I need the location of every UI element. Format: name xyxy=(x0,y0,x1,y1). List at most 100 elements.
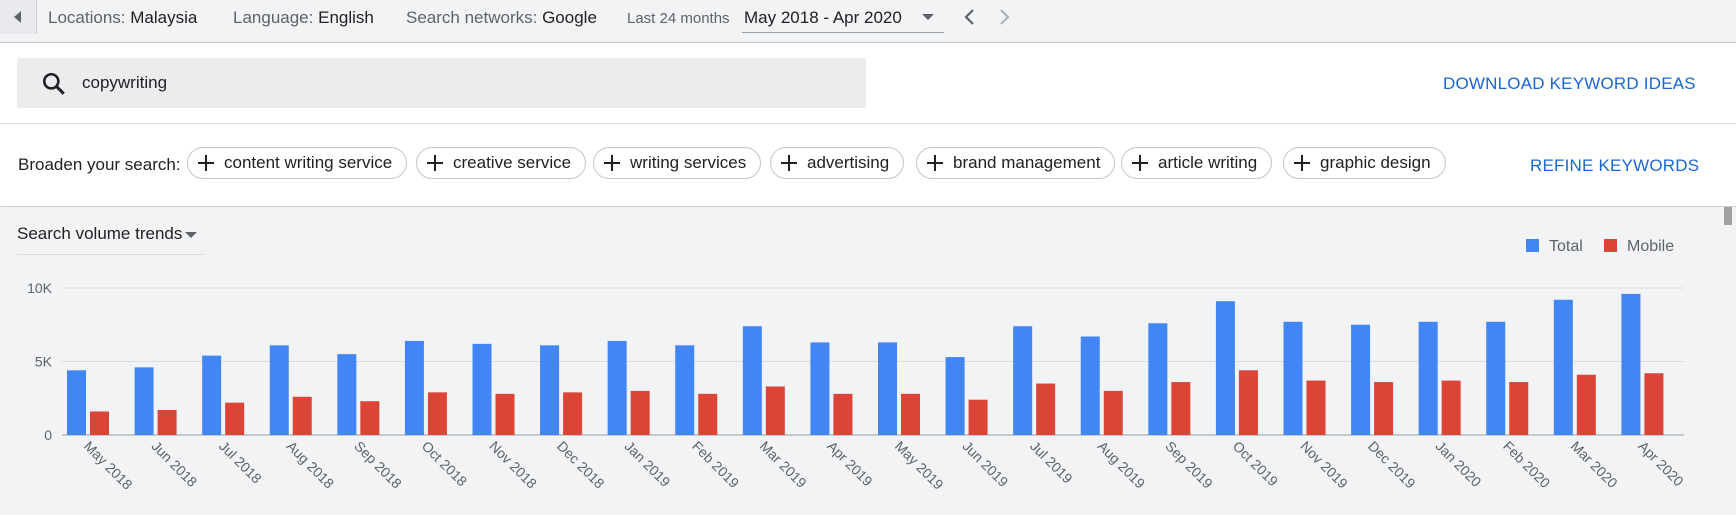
bar-mobile xyxy=(1171,382,1191,435)
chip-article-writing[interactable]: article writing xyxy=(1121,147,1273,179)
trend-type-select[interactable]: Search volume trends xyxy=(17,224,205,255)
caret-down-icon xyxy=(185,232,197,238)
filter-bar: Locations: Malaysia Language: English Se… xyxy=(0,0,1736,43)
networks-filter[interactable]: Search networks: Google xyxy=(406,8,597,28)
bar-total xyxy=(607,340,627,435)
plus-icon xyxy=(1294,155,1310,171)
bar-mobile xyxy=(292,396,312,435)
bar-total xyxy=(202,355,222,435)
plus-icon xyxy=(427,155,443,171)
bar-mobile xyxy=(1441,380,1461,435)
x-tick-label: Nov 2019 xyxy=(1297,438,1351,492)
legend-label: Total xyxy=(1549,238,1583,255)
x-tick-label: Jul 2019 xyxy=(1027,438,1076,487)
x-tick-label: May 2018 xyxy=(81,438,136,493)
bar-total xyxy=(1215,301,1235,435)
locations-value: Malaysia xyxy=(130,8,198,27)
bar-total xyxy=(540,345,560,435)
y-tick-label: 0 xyxy=(44,427,52,443)
bar-total xyxy=(1013,326,1033,435)
x-tick-label: Oct 2018 xyxy=(419,438,471,490)
bar-total xyxy=(404,340,424,435)
chip-content-writing-service[interactable]: content writing service xyxy=(187,147,408,179)
x-tick-label: Jul 2018 xyxy=(216,438,265,487)
bar-total xyxy=(1283,321,1303,435)
scrollbar-thumb[interactable] xyxy=(1724,207,1732,225)
bar-mobile xyxy=(1103,390,1123,435)
search-row: copywriting DOWNLOAD KEYWORD IDEAS xyxy=(0,43,1736,124)
date-range-value: May 2018 - Apr 2020 xyxy=(744,8,902,27)
plus-icon xyxy=(604,155,620,171)
bar-total xyxy=(1621,293,1641,435)
broaden-search-bar: Broaden your search: content writing ser… xyxy=(0,124,1736,206)
range-preset: Last 24 months xyxy=(627,10,730,27)
x-tick-label: Jun 2018 xyxy=(148,438,200,490)
bar-total xyxy=(742,326,762,435)
y-tick-label: 5K xyxy=(35,354,53,370)
chip-creative-service[interactable]: creative service xyxy=(416,147,587,179)
language-value: English xyxy=(318,8,374,27)
chip-graphic-design[interactable]: graphic design xyxy=(1283,147,1446,179)
plus-icon xyxy=(198,155,214,171)
bar-mobile xyxy=(225,402,245,435)
locations-label: Locations: xyxy=(48,8,126,27)
bar-total xyxy=(675,345,695,435)
bar-mobile xyxy=(1036,383,1056,435)
x-tick-label: Jun 2019 xyxy=(959,438,1011,490)
bar-mobile xyxy=(968,399,988,435)
search-query: copywriting xyxy=(82,73,168,92)
bar-total xyxy=(134,367,154,435)
chevron-down-icon xyxy=(922,14,934,20)
x-tick-label: Dec 2018 xyxy=(554,438,608,492)
chip-label: brand management xyxy=(953,153,1101,172)
chevron-right-icon[interactable] xyxy=(992,5,1016,29)
bar-mobile xyxy=(360,401,380,435)
date-range-select[interactable]: May 2018 - Apr 2020 xyxy=(742,0,944,33)
bar-total xyxy=(1418,321,1438,435)
x-tick-label: Jan 2020 xyxy=(1433,438,1485,490)
x-tick-label: Dec 2019 xyxy=(1365,438,1419,492)
language-filter[interactable]: Language: English xyxy=(233,8,374,28)
bar-mobile xyxy=(563,392,583,435)
bar-mobile xyxy=(1509,382,1529,435)
locations-filter[interactable]: Locations: Malaysia xyxy=(48,8,197,28)
chip-advertising[interactable]: advertising xyxy=(770,147,905,179)
chevron-left-icon[interactable] xyxy=(958,5,982,29)
bar-total xyxy=(945,357,965,435)
bar-mobile xyxy=(1576,374,1596,435)
bar-total xyxy=(1486,321,1506,435)
bar-mobile xyxy=(630,390,650,435)
refine-keywords-button[interactable]: REFINE KEYWORDS xyxy=(1530,156,1700,175)
x-tick-label: Apr 2020 xyxy=(1635,438,1687,490)
x-tick-label: Oct 2019 xyxy=(1230,438,1282,490)
x-tick-label: Jan 2019 xyxy=(622,438,674,490)
bar-total xyxy=(472,343,492,435)
x-tick-label: Aug 2019 xyxy=(1095,438,1149,492)
triangle-left-icon xyxy=(14,11,21,23)
x-tick-label: Feb 2020 xyxy=(1500,438,1553,491)
bar-mobile xyxy=(1374,382,1394,435)
chip-brand-management[interactable]: brand management xyxy=(916,147,1116,179)
bar-total xyxy=(878,342,897,435)
bar-mobile xyxy=(1238,370,1258,435)
x-tick-label: Mar 2020 xyxy=(1568,438,1621,491)
x-tick-label: Sep 2018 xyxy=(351,438,405,492)
y-tick-label: 10K xyxy=(27,280,53,296)
x-tick-label: May 2019 xyxy=(892,438,947,493)
bar-total xyxy=(810,342,830,435)
collapse-panel-button[interactable] xyxy=(0,0,37,34)
download-keyword-ideas-button[interactable]: DOWNLOAD KEYWORD IDEAS xyxy=(1443,74,1696,93)
legend-swatch xyxy=(1604,239,1617,252)
chip-writing-services[interactable]: writing services xyxy=(593,147,762,179)
bar-mobile xyxy=(1306,380,1326,435)
bar-total xyxy=(1148,323,1168,435)
bar-mobile xyxy=(901,393,920,435)
bar-mobile xyxy=(765,386,785,435)
language-label: Language: xyxy=(233,8,314,27)
search-icon xyxy=(42,72,65,95)
bar-mobile xyxy=(698,393,718,435)
bar-mobile xyxy=(427,392,447,435)
bar-total xyxy=(1351,324,1371,435)
plus-icon xyxy=(781,155,797,171)
search-input[interactable]: copywriting xyxy=(17,58,866,108)
